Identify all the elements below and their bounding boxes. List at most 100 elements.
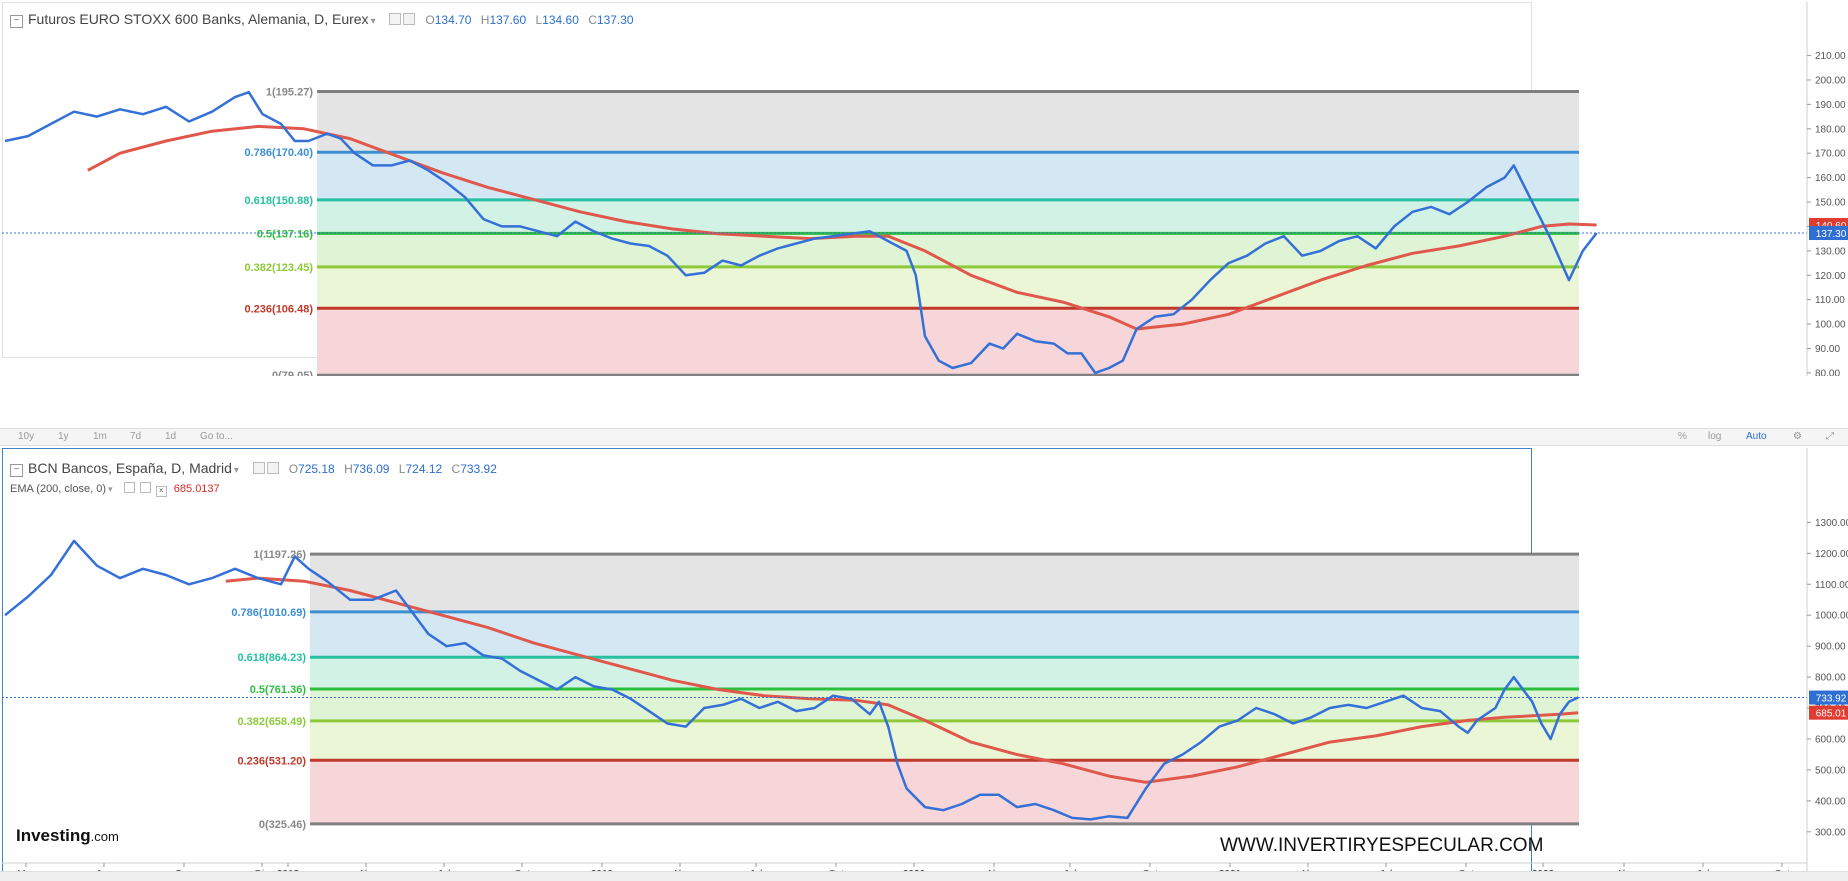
- top-open-label: O: [425, 13, 435, 27]
- y-tick-label: 170.00: [1815, 149, 1846, 160]
- tf-goto[interactable]: Go to...: [200, 431, 233, 442]
- y-tick-label: 180.00: [1815, 124, 1846, 135]
- price-line: [4, 90, 1598, 375]
- y-tick-label: 90.00: [1815, 344, 1840, 355]
- y-tick-label: 1000.00: [1815, 611, 1848, 622]
- top-chart-header: − Futuros EURO STOXX 600 Banks, Alemania,…: [10, 11, 634, 28]
- top-fib-zones: [317, 91, 1579, 376]
- bottom-title-caret-icon[interactable]: ▾: [233, 465, 239, 476]
- bottom-collapse-icon[interactable]: −: [10, 464, 23, 477]
- tf-percent[interactable]: %: [1678, 431, 1687, 442]
- y-tick-label: 800.00: [1815, 673, 1846, 684]
- price-line: [4, 539, 1579, 821]
- ema-indicator-label[interactable]: EMA (200, close, 0): [10, 483, 106, 495]
- bottom-price-lines: [2, 539, 1807, 821]
- fib-zone: [317, 233, 1579, 267]
- top-fib-labels: 1(195.27) 0.786(170.40) 0.618(150.88) 0.5(1…: [245, 87, 314, 376]
- top-chart-svg[interactable]: 1(195.27) 0.786(170.40) 0.618(150.88) 0.5(1…: [0, 0, 1848, 376]
- top-settings-icon[interactable]: [389, 13, 402, 25]
- tf-1d[interactable]: 1d: [165, 431, 177, 442]
- top-chart-title[interactable]: Futuros EURO STOXX 600 Banks, Alemania, …: [28, 11, 369, 27]
- y-tick-label: 100.00: [1815, 320, 1846, 331]
- fib-zone: [310, 657, 1579, 690]
- top-collapse-icon[interactable]: −: [10, 15, 23, 28]
- ema-caret-icon[interactable]: ▾: [108, 484, 113, 494]
- y-tick-label: 150.00: [1815, 198, 1846, 209]
- top-price-lines: [2, 90, 1807, 375]
- tf-fullscreen-icon[interactable]: ⤢: [1826, 431, 1834, 442]
- top-price-badges: 140.60137.30: [1809, 217, 1848, 241]
- fib-level-label: 0.618(150.88): [245, 195, 314, 207]
- bottom-close-value: 733.92: [460, 462, 497, 476]
- fib-level-label: 0.236(531.20): [238, 755, 307, 767]
- y-tick-label: 160.00: [1815, 173, 1846, 184]
- fib-zone: [310, 554, 1579, 612]
- tf-1m[interactable]: 1m: [93, 431, 107, 442]
- bottom-chart-title[interactable]: BCN Bancos, España, D, Madrid: [28, 460, 232, 476]
- y-tick-label: 110.00: [1815, 295, 1845, 306]
- y-tick-label: 1100.00: [1815, 580, 1848, 591]
- ema-indicator-legend: EMA (200, close, 0) ▾ × 685.0137: [10, 482, 220, 497]
- y-tick-label: 1200.00: [1815, 549, 1848, 560]
- tf-10y[interactable]: 10y: [18, 431, 35, 442]
- fib-zone: [310, 720, 1579, 761]
- fib-level-label: 0.236(106.48): [245, 303, 314, 315]
- y-tick-label: 190.00: [1815, 100, 1846, 111]
- bottom-close-icon[interactable]: [266, 462, 279, 474]
- fib-level-label: 0.5(137.16): [257, 228, 314, 240]
- fib-level-label: 0.382(658.49): [238, 716, 307, 728]
- ema-settings-icon[interactable]: [139, 482, 151, 493]
- y-tick-label: 300.00: [1815, 827, 1846, 838]
- bottom-settings-icon[interactable]: [252, 462, 265, 474]
- watermark-text: WWW.INVERTIRYESPECULAR.COM: [1220, 835, 1543, 856]
- fib-zone: [317, 152, 1579, 200]
- tf-log[interactable]: log: [1708, 431, 1722, 442]
- bottom-open-value: 725.18: [298, 462, 335, 476]
- y-tick-label: 130.00: [1815, 246, 1846, 257]
- tf-7d[interactable]: 7d: [130, 431, 142, 442]
- fib-zone: [317, 91, 1579, 153]
- timeframe-bar: 10y 1y 1m 7d 1d Go to... % log Auto ⚙ ⤢: [0, 428, 1848, 446]
- fib-zone: [317, 199, 1579, 234]
- y-tick-label: 400.00: [1815, 796, 1846, 807]
- tf-settings-icon[interactable]: ⚙: [1793, 431, 1802, 442]
- fib-zone: [317, 308, 1579, 376]
- bottom-y-axis: 300.00400.00500.00600.00700.00800.00900.…: [1806, 448, 1848, 871]
- bottom-close-label: C: [451, 462, 461, 476]
- bottom-high-label: H: [344, 462, 353, 476]
- bottom-last-badge-bg: [1809, 690, 1848, 705]
- fib-level-label: 0(325.46): [259, 819, 306, 831]
- top-last-badge: 137.30: [1816, 229, 1847, 240]
- y-tick-label: 210.00: [1815, 51, 1846, 62]
- top-close-label: C: [588, 13, 597, 27]
- top-low-value: 134.60: [542, 13, 579, 27]
- bottom-price-badges: 733.92 685.01: [1809, 690, 1848, 720]
- ema-eye-icon[interactable]: [123, 482, 135, 493]
- y-tick-label: 600.00: [1815, 734, 1846, 745]
- tf-auto[interactable]: Auto: [1746, 431, 1767, 442]
- bottom-ema-badge-bg: [1809, 705, 1848, 720]
- tf-1y[interactable]: 1y: [58, 431, 69, 442]
- ema-indicator-value: 685.0137: [173, 483, 220, 495]
- bottom-chart-svg[interactable]: 1(1197.26)0.786(1010.69)0.618(864.23)0.5…: [0, 448, 1848, 880]
- bottom-last-badge: 733.92: [1816, 694, 1847, 705]
- bottom-high-value: 736.09: [352, 462, 390, 476]
- bottom-chart-header: − BCN Bancos, España, D, Madrid ▾ O725.18 …: [10, 460, 497, 477]
- top-close-icon[interactable]: [403, 13, 416, 25]
- y-tick-label: 500.00: [1815, 765, 1846, 776]
- top-y-axis: 80.0090.00100.00110.00120.00130.00140.00…: [1806, 2, 1846, 376]
- fib-level-label: 1(195.27): [266, 87, 313, 99]
- y-tick-label: 80.00: [1815, 368, 1840, 376]
- fib-level-label: 0(79.05): [272, 370, 313, 376]
- bottom-low-label: L: [398, 462, 406, 476]
- ema-close-icon[interactable]: ×: [155, 486, 167, 497]
- bottom-fib-levels: [310, 552, 1579, 826]
- top-close-value: 137.30: [596, 13, 634, 27]
- fib-zone: [310, 760, 1579, 824]
- top-title-caret-icon[interactable]: ▾: [370, 16, 376, 27]
- ema-line: [87, 124, 1597, 331]
- top-low-label: L: [535, 13, 543, 27]
- top-last-badge-bg: [1809, 226, 1848, 241]
- fib-level-label: 0.786(170.40): [245, 147, 314, 159]
